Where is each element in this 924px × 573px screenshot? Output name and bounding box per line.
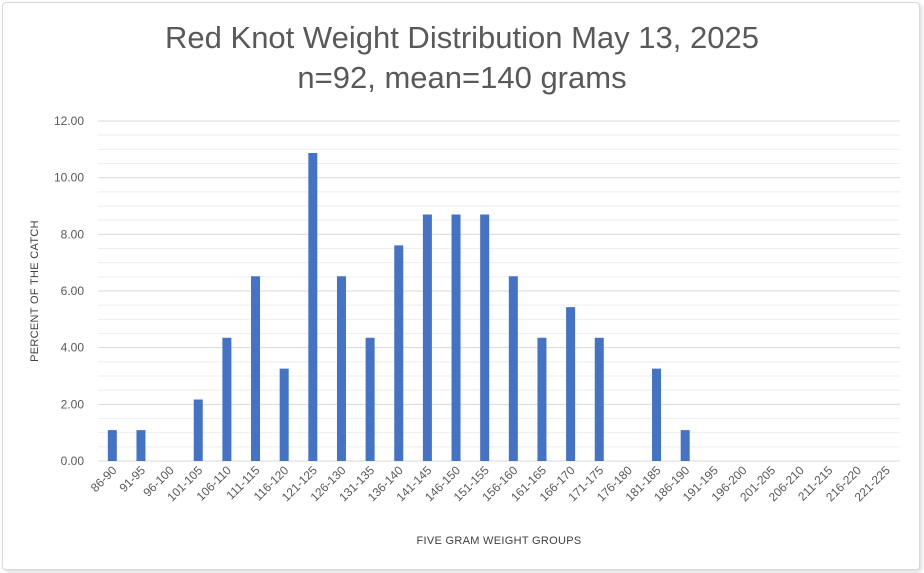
y-tick-label: 6.00 [61,284,85,298]
bar-121-125 [308,153,318,461]
y-axis-ticks: 0.00 2.00 4.00 6.00 8.00 10.00 12.00 [54,114,84,468]
bar-141-145 [422,214,432,461]
bar-91-95 [136,430,146,461]
x-axis-ticks: 86-9091-9596-100101-105106-110111-115116… [88,463,893,504]
bar-126-130 [336,276,346,461]
bar-161-165 [537,337,547,461]
chart-subtitle: n=92, mean=140 grams [297,60,627,95]
bar-166-170 [566,307,576,461]
y-tick-label: 10.00 [54,171,84,185]
chart-title-line1: Red Knot Weight Distribution May 13, 202… [165,20,759,55]
bar-86-90 [107,430,117,461]
bar-146-150 [451,214,461,461]
bar-131-135 [365,337,375,461]
x-axis-title: FIVE GRAM WEIGHT GROUPS [417,535,582,547]
bar-136-140 [394,245,404,461]
y-axis-title: PERCENT OF THE CATCH [29,220,41,362]
bar-111-115 [251,276,261,461]
bar-156-160 [508,276,518,461]
bar-116-120 [279,368,289,461]
bar-171-175 [594,337,604,461]
y-tick-label: 4.00 [61,341,85,355]
bar-186-190 [680,430,690,461]
x-tick-label: 86-90 [88,463,120,495]
chart-title: Red Knot Weight Distribution May 13, 202… [0,18,924,98]
bar-106-110 [222,337,232,461]
bars [107,153,690,461]
bar-151-155 [480,214,490,461]
y-tick-label: 0.00 [61,454,85,468]
gridlines [98,120,900,462]
y-tick-label: 8.00 [61,227,85,241]
bar-181-185 [652,368,662,461]
bar-101-105 [193,399,203,461]
y-tick-label: 12.00 [54,114,84,128]
y-tick-label: 2.00 [61,397,85,411]
